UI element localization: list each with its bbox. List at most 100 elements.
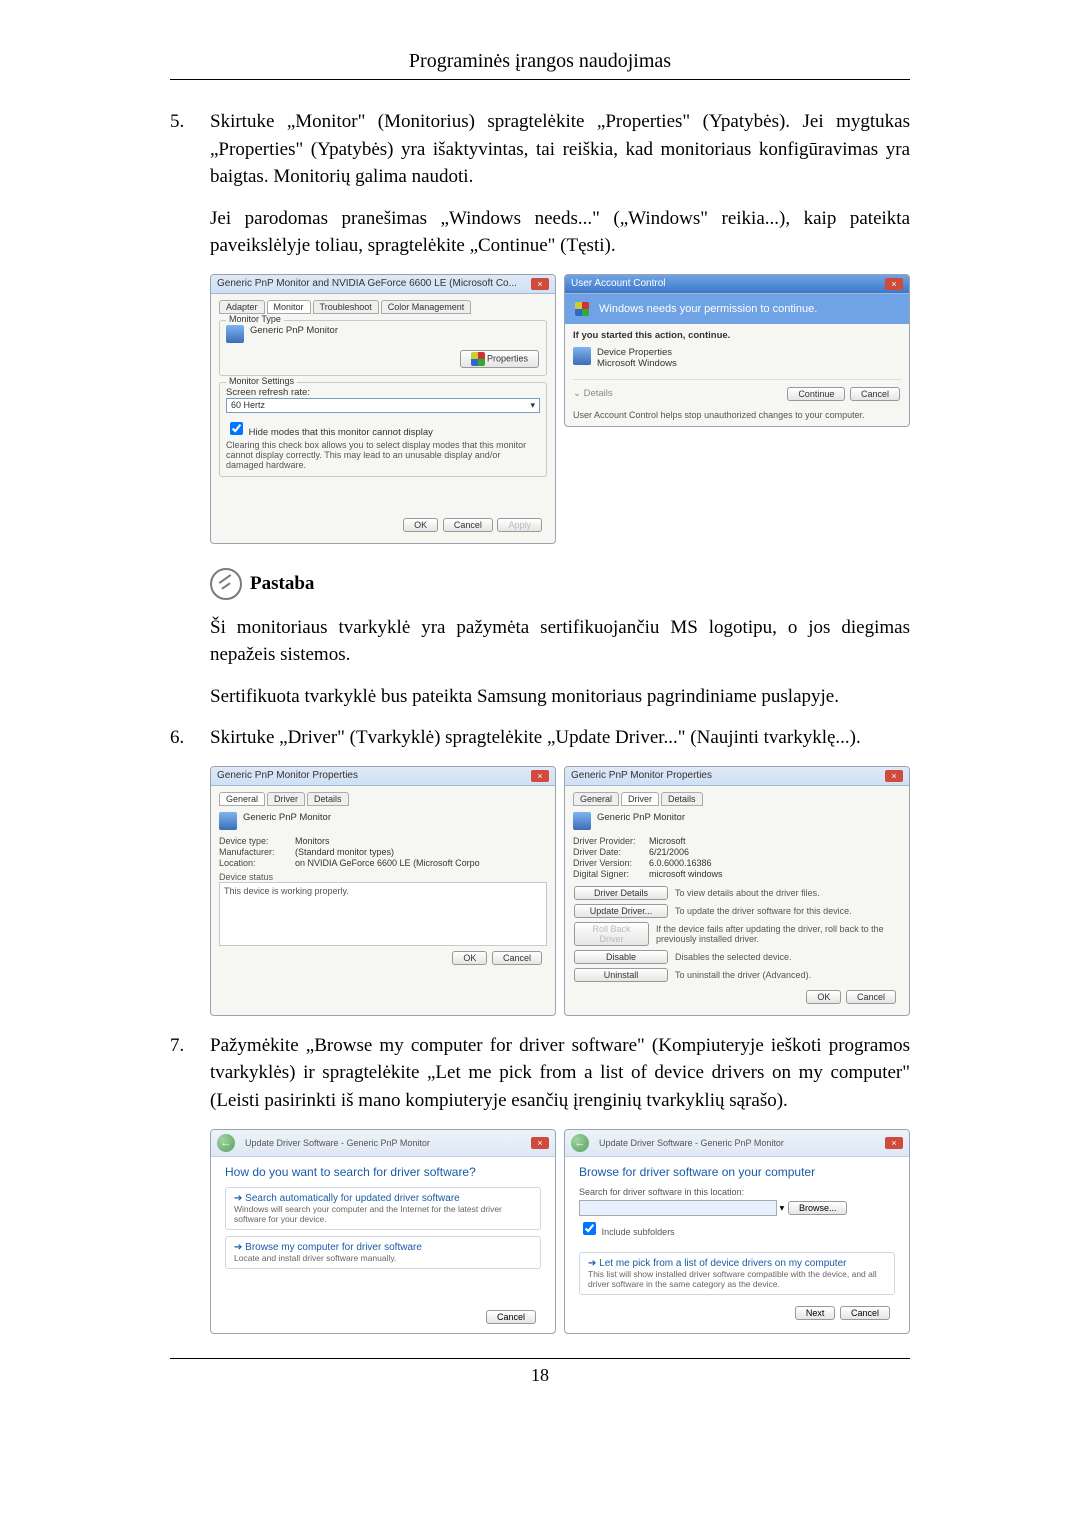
tab-general[interactable]: General	[573, 792, 619, 806]
tab-driver[interactable]: Driver	[267, 792, 305, 806]
monitor-type-value: Generic PnP Monitor	[250, 325, 338, 336]
tab-monitor[interactable]: Monitor	[267, 300, 311, 314]
tab-driver[interactable]: Driver	[621, 792, 659, 806]
wiz2-option-pick[interactable]: ➔ Let me pick from a list of device driv…	[579, 1252, 895, 1295]
note-p1: Ši monitoriaus tvarkyklė yra pažymėta se…	[210, 614, 910, 669]
step-7: 7. Pažymėkite „Browse my computer for dr…	[170, 1032, 910, 1115]
update-driver-desc: To update the driver software for this d…	[675, 906, 852, 916]
uac-title: User Account Control	[571, 278, 666, 289]
close-icon[interactable]: ×	[531, 278, 549, 290]
hide-modes-checkbox[interactable]	[230, 422, 243, 435]
monitor-props-title: Generic PnP Monitor and NVIDIA GeForce 6…	[217, 278, 517, 289]
props-driver-window: Generic PnP Monitor Properties × General…	[564, 766, 910, 1016]
ok-button[interactable]: OK	[806, 990, 841, 1004]
driver-details-desc: To view details about the driver files.	[675, 888, 820, 898]
prov-k: Driver Provider:	[573, 836, 643, 846]
monitor-icon	[219, 812, 237, 830]
driver-details-button[interactable]: Driver Details	[574, 886, 668, 900]
loc-k: Location:	[219, 858, 289, 868]
content: 5. Skirtuke „Monitor" (Monitorius) sprag…	[170, 108, 910, 1334]
figure-row-2: Generic PnP Monitor Properties × General…	[210, 766, 910, 1016]
rollback-desc: If the device fails after updating the d…	[656, 924, 901, 944]
date-k: Driver Date:	[573, 847, 643, 857]
include-subfolders-checkbox[interactable]	[583, 1222, 596, 1235]
tab-details[interactable]: Details	[661, 792, 703, 806]
apply-button[interactable]: Apply	[497, 518, 542, 532]
wiz1-option-browse[interactable]: ➔ Browse my computer for driver software…	[225, 1236, 541, 1269]
figure-row-3: ← Update Driver Software - Generic PnP M…	[210, 1129, 910, 1335]
ver-v: 6.0.6000.16386	[649, 858, 712, 868]
device-icon	[573, 347, 591, 365]
note-title: Pastaba	[250, 573, 314, 595]
cancel-button[interactable]: Cancel	[846, 990, 896, 1004]
cancel-button[interactable]: Cancel	[486, 1310, 536, 1324]
cancel-button[interactable]: Cancel	[840, 1306, 890, 1320]
close-icon[interactable]: ×	[885, 1137, 903, 1149]
step-7-num: 7.	[170, 1032, 210, 1115]
tab-details[interactable]: Details	[307, 792, 349, 806]
drv-name: Generic PnP Monitor	[597, 812, 685, 823]
wizard-search-window: ← Update Driver Software - Generic PnP M…	[210, 1129, 556, 1335]
sig-v: microsoft windows	[649, 869, 723, 879]
monitor-properties-window: Generic PnP Monitor and NVIDIA GeForce 6…	[210, 274, 556, 544]
update-driver-button[interactable]: Update Driver...	[574, 904, 668, 918]
browse-button[interactable]: Browse...	[788, 1201, 848, 1215]
continue-button[interactable]: Continue	[787, 387, 845, 401]
cancel-button[interactable]: Cancel	[850, 387, 900, 401]
wiz2-crumb: Update Driver Software - Generic PnP Mon…	[599, 1138, 784, 1148]
uac-devprops: Device Properties	[597, 347, 677, 358]
uac-msw: Microsoft Windows	[597, 358, 677, 369]
wizard-browse-window: ← Update Driver Software - Generic PnP M…	[564, 1129, 910, 1335]
ok-button[interactable]: OK	[452, 951, 487, 965]
monitor-settings-label: Monitor Settings	[226, 376, 297, 386]
tab-colormgmt[interactable]: Color Management	[381, 300, 472, 314]
step-6-num: 6.	[170, 724, 210, 752]
sig-k: Digital Signer:	[573, 869, 643, 879]
wiz1-crumb: Update Driver Software - Generic PnP Mon…	[245, 1138, 430, 1148]
disable-desc: Disables the selected device.	[675, 952, 792, 962]
wiz2-heading: Browse for driver software on your compu…	[579, 1165, 895, 1179]
ok-button[interactable]: OK	[403, 518, 438, 532]
device-status-label: Device status	[219, 872, 547, 882]
uninstall-desc: To uninstall the driver (Advanced).	[675, 970, 811, 980]
back-icon[interactable]: ←	[217, 1134, 235, 1152]
mfg-k: Manufacturer:	[219, 847, 289, 857]
wiz1-option-auto[interactable]: ➔ Search automatically for updated drive…	[225, 1187, 541, 1230]
note-icon	[210, 568, 242, 600]
loc-v: on NVIDIA GeForce 6600 LE (Microsoft Cor…	[295, 858, 480, 868]
step-5-text: Skirtuke „Monitor" (Monitorius) spragtel…	[210, 108, 910, 191]
tab-adapter[interactable]: Adapter	[219, 300, 265, 314]
tab-troubleshoot[interactable]: Troubleshoot	[313, 300, 379, 314]
date-v: 6/21/2006	[649, 847, 689, 857]
cancel-button[interactable]: Cancel	[492, 951, 542, 965]
page-header: Programinės įrangos naudojimas	[0, 50, 1080, 73]
next-button[interactable]: Next	[795, 1306, 836, 1320]
hide-modes-label: Hide modes that this monitor cannot disp…	[249, 427, 433, 438]
uac-started: If you started this action, continue.	[573, 330, 901, 341]
step-5-para2: Jei parodomas pranešimas „Windows needs.…	[210, 205, 910, 260]
refresh-rate-select[interactable]: 60 Hertz▾	[226, 398, 540, 413]
uninstall-button[interactable]: Uninstall	[574, 968, 668, 982]
hide-modes-desc: Clearing this check box allows you to se…	[226, 440, 540, 470]
devtype-v: Monitors	[295, 836, 330, 846]
disable-button[interactable]: Disable	[574, 950, 668, 964]
close-icon[interactable]: ×	[531, 1137, 549, 1149]
uac-details[interactable]: Details	[584, 388, 613, 399]
back-icon[interactable]: ←	[571, 1134, 589, 1152]
cancel-button[interactable]: Cancel	[443, 518, 493, 532]
wiz2-search-label: Search for driver software in this locat…	[579, 1187, 895, 1197]
close-icon[interactable]: ×	[885, 278, 903, 290]
step-7-text: Pažymėkite „Browse my computer for drive…	[210, 1032, 910, 1115]
monitor-icon	[226, 325, 244, 343]
properties-button[interactable]: Properties	[460, 350, 539, 368]
close-icon[interactable]: ×	[531, 770, 549, 782]
uac-window: User Account Control × Windows needs you…	[564, 274, 910, 427]
tab-general[interactable]: General	[219, 792, 265, 806]
mfg-v: (Standard monitor types)	[295, 847, 394, 857]
path-field[interactable]	[579, 1200, 777, 1216]
gen-name: Generic PnP Monitor	[243, 812, 331, 823]
refresh-rate-label: Screen refresh rate:	[226, 387, 540, 398]
close-icon[interactable]: ×	[885, 770, 903, 782]
rollback-button[interactable]: Roll Back Driver	[574, 922, 649, 946]
devtype-k: Device type:	[219, 836, 289, 846]
